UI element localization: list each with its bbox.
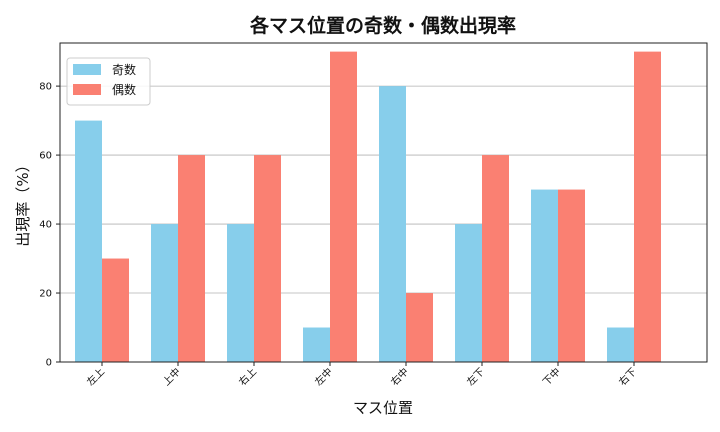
x-axis-label: マス位置 (353, 399, 413, 417)
bar-奇数-上中 (151, 224, 178, 362)
y-tick-label: 80 (39, 82, 52, 93)
bar-奇数-右下 (607, 327, 634, 362)
chart-title: 各マス位置の奇数・偶数出現率 (249, 14, 516, 37)
x-axis-ticks: 左上 上中 右上 左中 右中 左下 下中 右下 (84, 362, 639, 388)
bar-奇数-左下 (455, 224, 482, 362)
x-tick-label: 上中 (160, 365, 183, 388)
y-tick-label: 20 (39, 289, 52, 300)
y-tick-label: 40 (39, 220, 52, 231)
legend-swatch (73, 84, 101, 95)
x-tick-label: 左下 (464, 365, 487, 388)
x-tick-label: 左中 (312, 365, 335, 388)
y-axis-ticks: 0 20 40 60 80 (39, 82, 60, 369)
x-tick-label: 右中 (388, 365, 411, 388)
x-tick-label: 右下 (616, 365, 639, 388)
bar-偶数-右上 (254, 155, 281, 362)
bar-奇数-右上 (227, 224, 254, 362)
bar-偶数-左上 (102, 258, 129, 362)
bar-偶数-左下 (482, 155, 509, 362)
bar-奇数-右中 (379, 86, 406, 363)
y-tick-label: 0 (46, 358, 52, 369)
legend-label: 奇数 (112, 62, 136, 77)
plot-area (59, 42, 708, 363)
y-axis-label: 出現率（%） (14, 157, 32, 246)
bar-偶数-右下 (634, 51, 661, 363)
bar-偶数-下中 (558, 189, 585, 362)
bar-偶数-右中 (406, 293, 433, 362)
bar-奇数-下中 (531, 189, 558, 362)
bar-奇数-左上 (75, 120, 102, 362)
x-tick-label: 左上 (84, 365, 107, 388)
y-tick-label: 60 (39, 151, 52, 162)
legend-swatch (73, 64, 101, 75)
bars (75, 51, 661, 363)
bar-偶数-左中 (330, 51, 357, 363)
legend-label: 偶数 (112, 82, 136, 97)
bar-奇数-左中 (303, 327, 330, 362)
x-tick-label: 下中 (540, 365, 563, 388)
bar-偶数-上中 (178, 155, 205, 362)
x-tick-label: 右上 (236, 365, 259, 388)
